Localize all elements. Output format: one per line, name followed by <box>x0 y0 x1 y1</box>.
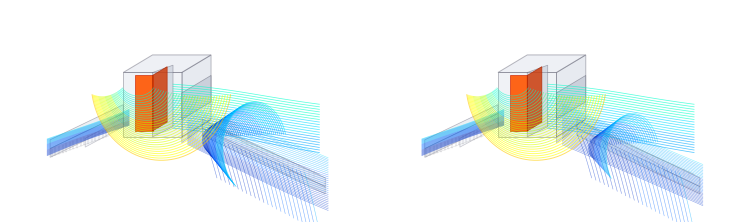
Polygon shape <box>123 73 182 137</box>
Polygon shape <box>86 118 123 147</box>
Polygon shape <box>202 119 326 187</box>
Polygon shape <box>135 75 152 131</box>
Polygon shape <box>556 119 586 143</box>
Polygon shape <box>498 73 556 137</box>
Polygon shape <box>202 128 326 194</box>
Polygon shape <box>527 67 542 131</box>
Polygon shape <box>152 67 167 131</box>
Polygon shape <box>424 114 498 157</box>
Polygon shape <box>182 119 211 143</box>
Polygon shape <box>556 75 586 119</box>
Polygon shape <box>510 75 527 131</box>
Polygon shape <box>577 119 700 187</box>
Polygon shape <box>460 118 498 147</box>
Polygon shape <box>50 114 123 157</box>
Polygon shape <box>182 75 211 119</box>
Polygon shape <box>202 119 290 176</box>
Polygon shape <box>50 105 123 149</box>
Polygon shape <box>152 65 173 137</box>
Polygon shape <box>498 55 586 73</box>
Polygon shape <box>424 105 498 149</box>
Polygon shape <box>182 55 211 137</box>
Polygon shape <box>577 128 700 194</box>
Polygon shape <box>123 55 211 73</box>
Polygon shape <box>527 65 548 137</box>
Polygon shape <box>577 119 664 176</box>
Polygon shape <box>556 55 586 137</box>
